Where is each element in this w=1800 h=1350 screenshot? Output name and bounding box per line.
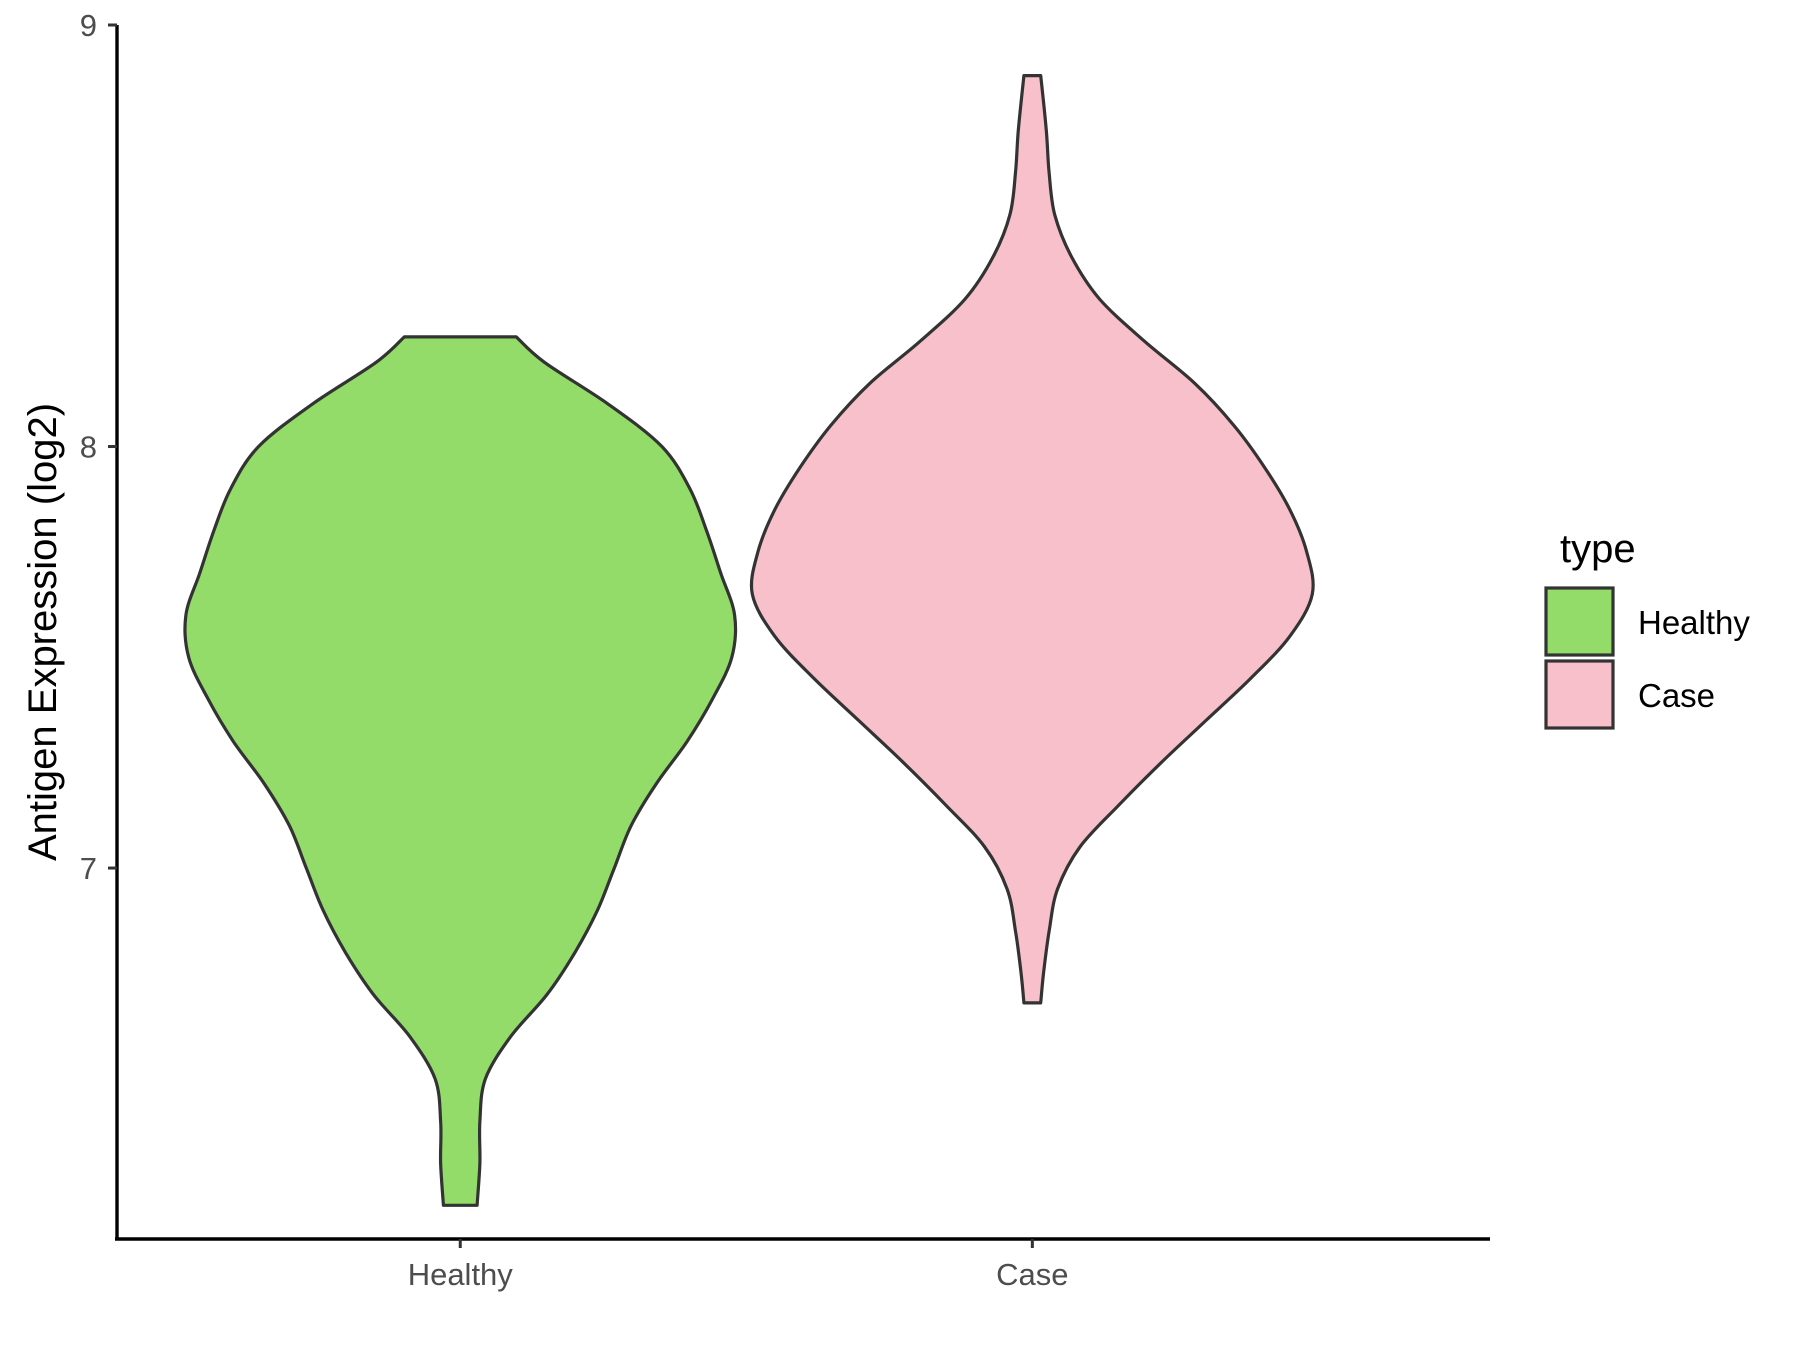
y-tick-label: 8: [80, 430, 97, 465]
legend-key-case: [1544, 659, 1615, 730]
legend: type Healthy Case: [1544, 527, 1750, 730]
legend-label: Healthy: [1638, 604, 1750, 641]
y-axis-ticks: 7 8 9: [80, 8, 117, 886]
x-tick-label: Healthy: [408, 1257, 514, 1292]
x-axis-ticks: Healthy Case: [408, 1239, 1069, 1292]
y-tick-label: 7: [80, 851, 97, 886]
x-tick-label: Case: [996, 1257, 1068, 1292]
legend-items: Healthy Case: [1544, 586, 1750, 730]
y-axis-title: Antigen Expression (log2): [21, 403, 65, 861]
violin-case: [749, 74, 1315, 1005]
legend-label: Case: [1638, 677, 1715, 714]
legend-title: type: [1560, 527, 1636, 571]
legend-key-healthy: [1544, 586, 1615, 657]
violin-layer: [183, 74, 1315, 1207]
violin-healthy: [183, 335, 738, 1207]
y-tick-label: 9: [80, 8, 97, 43]
